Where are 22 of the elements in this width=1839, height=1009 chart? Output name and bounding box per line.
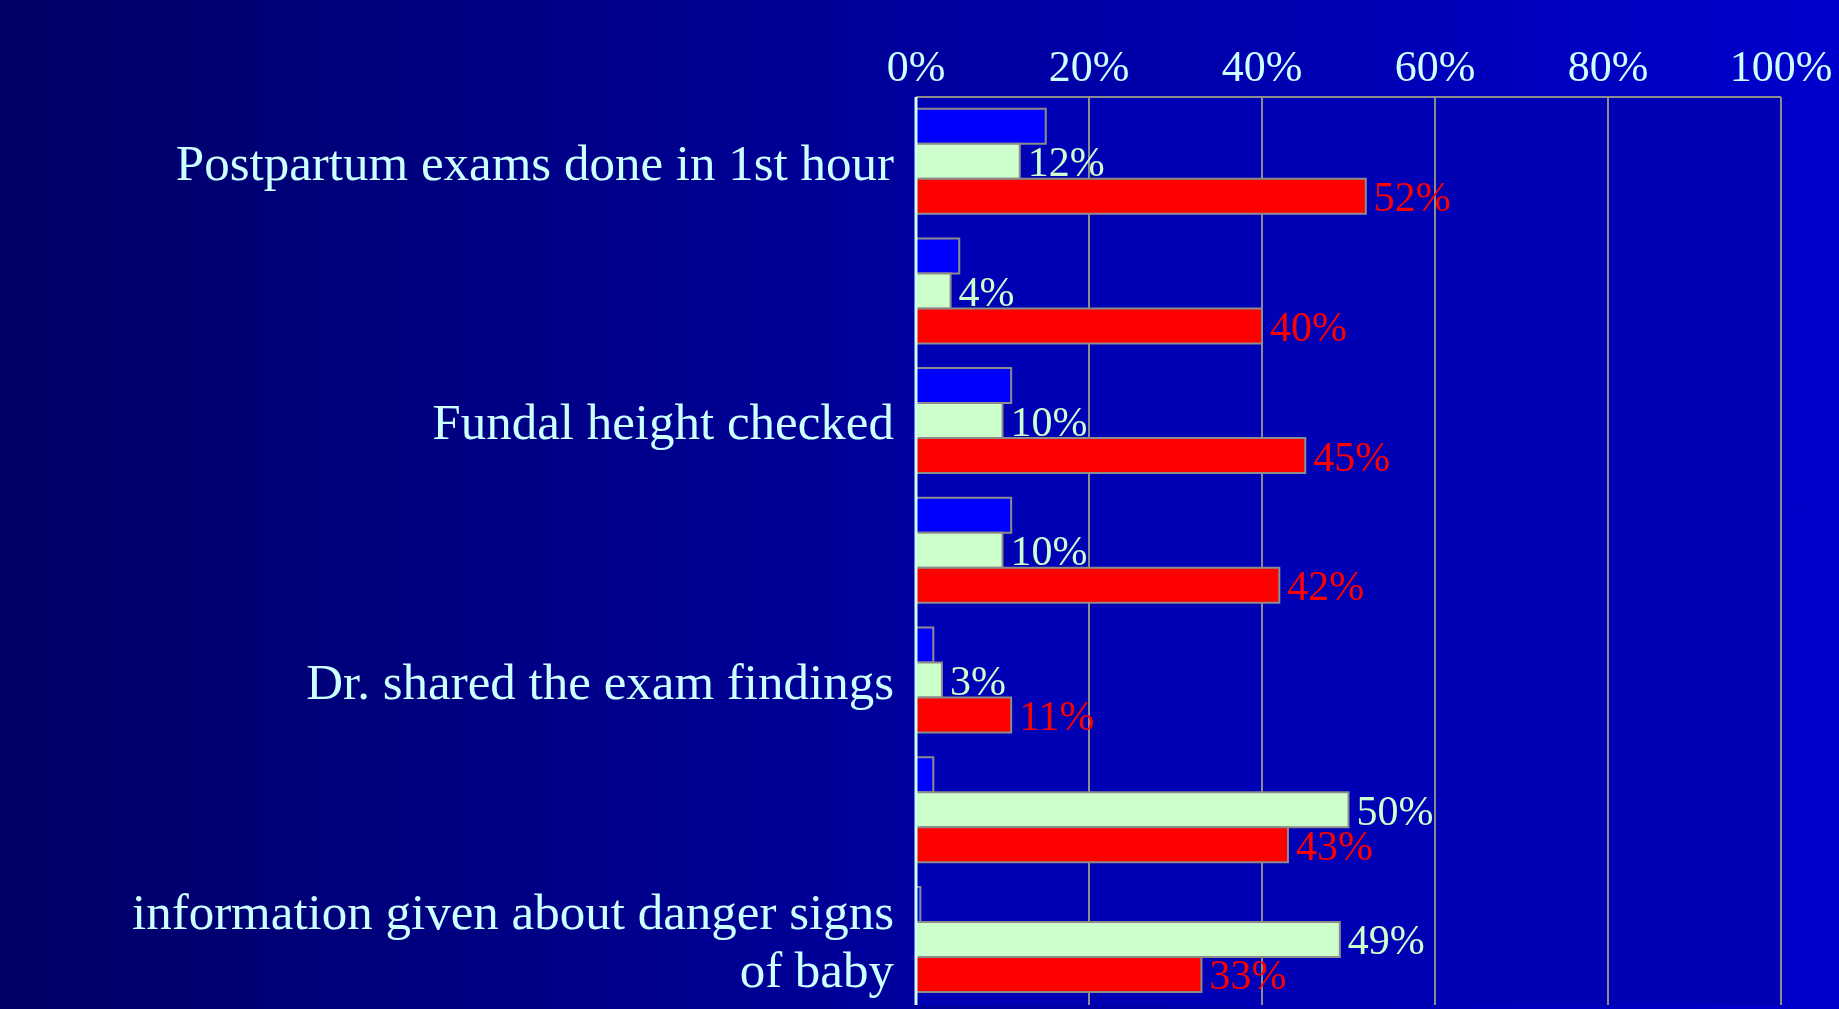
data-label: 33% <box>1209 952 1287 999</box>
data-label: 11% <box>1019 693 1095 740</box>
data-label: 4% <box>958 268 1015 315</box>
data-label: 49% <box>1347 917 1425 964</box>
x-tick-label: 20% <box>1048 42 1130 91</box>
data-label: 12% <box>1027 139 1105 186</box>
data-label: 45% <box>1313 433 1391 480</box>
x-tick-label: 100% <box>1729 42 1833 91</box>
data-label: 42% <box>1287 563 1365 610</box>
y-tick-label: Fundal height checked <box>432 394 894 451</box>
x-tick-label: 0% <box>886 42 946 91</box>
y-tick-label: information given about danger signs of baby <box>131 883 895 999</box>
data-label: 10% <box>1010 398 1088 445</box>
x-tick-label: 60% <box>1394 42 1476 91</box>
data-label: 10% <box>1010 528 1088 575</box>
data-label: 3% <box>949 658 1006 705</box>
y-tick-label: Dr. shared the exam findings <box>306 653 894 710</box>
data-label: 52% <box>1373 174 1451 221</box>
x-tick-label: 80% <box>1567 42 1649 91</box>
data-label: 40% <box>1270 303 1347 350</box>
y-tick-label: Postpartum exams done in 1st hour <box>175 134 895 191</box>
x-tick-label: 40% <box>1221 42 1303 91</box>
